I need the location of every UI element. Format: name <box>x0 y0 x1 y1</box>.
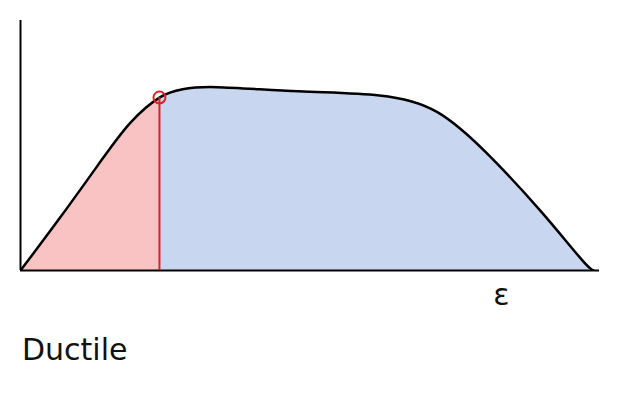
html-text:Ductile: Ductile <box>22 332 128 367</box>
svg-text:ε: ε <box>493 277 509 312</box>
